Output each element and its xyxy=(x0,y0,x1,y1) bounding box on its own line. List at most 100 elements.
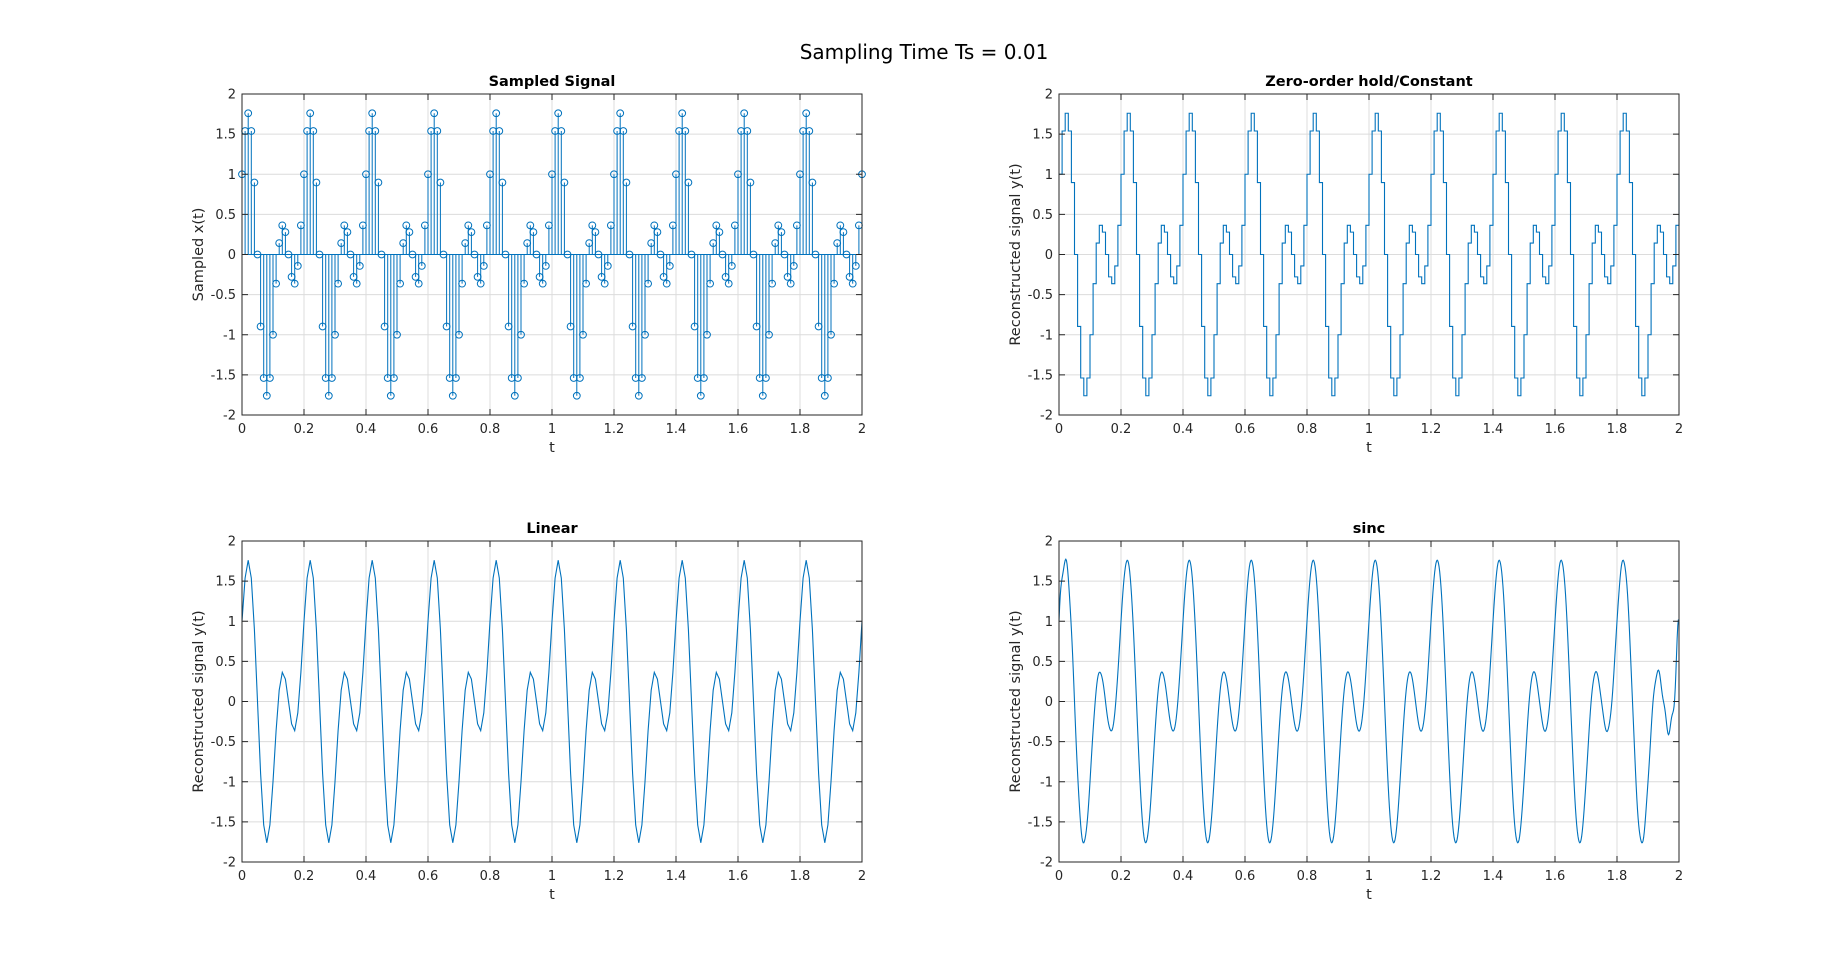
stem-marker xyxy=(687,250,696,259)
y-axis-label-zoh: Reconstructed signal y(t) xyxy=(1008,163,1024,345)
stem-marker xyxy=(411,272,420,281)
y-tick-label: 1.5 xyxy=(215,575,236,590)
x-tick-label: 2 xyxy=(858,422,866,437)
x-tick-label: 2 xyxy=(858,869,866,884)
stem-marker xyxy=(545,221,553,230)
panel-sampled-signal: Sampled Signal 0 0.2 0.4 0.6 0.8 1 1.2 1.4 1.6 1.… xyxy=(191,74,866,456)
stem-marker xyxy=(622,178,631,187)
x-tick-label: 1.8 xyxy=(1607,869,1628,884)
panel-linear: Linear 0 0.2 0.4 0.6 0.8 1 1.2 1.4 1.6 1.8 2 -2 -1.5… xyxy=(191,521,866,903)
x-tick-label: 0.8 xyxy=(1297,422,1318,437)
x-tick-label: 1.4 xyxy=(666,422,687,437)
stem-marker xyxy=(334,279,343,288)
x-tick-label: 1.2 xyxy=(1421,422,1442,437)
stem-marker xyxy=(396,279,405,288)
stem-marker xyxy=(721,272,730,281)
stem-marker xyxy=(507,374,516,382)
stem-marker xyxy=(793,221,801,230)
y-tick-label: 0.5 xyxy=(1032,208,1053,223)
stem-marker xyxy=(417,261,426,270)
stem-marker xyxy=(399,239,408,248)
stem-marker xyxy=(402,221,411,230)
stem-marker xyxy=(616,109,625,118)
x-tick-label: 1 xyxy=(548,422,556,437)
stem-marker xyxy=(814,322,823,331)
stem-marker xyxy=(734,170,742,179)
stem-marker xyxy=(309,127,318,135)
stem-marker xyxy=(328,374,336,382)
panel-sinc: sinc 0 0.2 0.4 0.6 0.8 1 1.2 1.4 1.6 1.8 2 -2 -1.5 -1… xyxy=(1008,521,1683,903)
x-tick-label: 0.6 xyxy=(418,869,439,884)
stem-marker xyxy=(752,322,761,331)
figure-title: Sampling Time Ts = 0.01 xyxy=(800,40,1049,64)
stem-marker xyxy=(448,391,457,400)
stem-marker xyxy=(613,127,621,135)
y-tick-label: 0 xyxy=(1045,695,1053,710)
y-tick-label: 1 xyxy=(228,168,236,183)
stem-marker xyxy=(588,221,597,230)
stem-marker xyxy=(439,250,448,259)
x-tick-label: 0.4 xyxy=(1173,422,1194,437)
panel-title-zoh: Zero-order hold/Constant xyxy=(1265,74,1473,90)
x-tick-label: 0.6 xyxy=(1235,869,1256,884)
stem-marker xyxy=(269,330,277,339)
stem-marker xyxy=(625,250,634,259)
stem-marker xyxy=(718,250,727,259)
x-tick-label: 1.8 xyxy=(790,869,811,884)
stem-marker xyxy=(458,279,467,288)
stem-marker xyxy=(256,322,265,331)
stem-marker xyxy=(473,272,482,281)
x-tick-label: 1 xyxy=(548,869,556,884)
stem-marker xyxy=(352,279,361,288)
stem-marker xyxy=(808,178,817,187)
y-tick-label: 1.5 xyxy=(1032,575,1053,590)
stem-marker xyxy=(755,374,764,382)
x-axis-label-sampled: t xyxy=(549,440,555,456)
stem-marker xyxy=(272,279,281,288)
stem-marker xyxy=(284,250,293,259)
y-tick-label: 1.5 xyxy=(215,128,236,143)
stem-marker xyxy=(765,330,773,339)
stem-marker xyxy=(796,170,804,179)
x-tick-label: 0.6 xyxy=(1235,422,1256,437)
stem-marker xyxy=(532,250,541,259)
x-tick-label: 1.4 xyxy=(1483,869,1504,884)
x-tick-label: 0 xyxy=(238,869,246,884)
x-axis-label-linear: t xyxy=(549,887,555,903)
stem-marker xyxy=(591,228,600,237)
stem-marker xyxy=(836,221,845,230)
panel-title-sampled: Sampled Signal xyxy=(489,74,616,90)
x-tick-label: 0.6 xyxy=(418,422,439,437)
stem-marker xyxy=(541,261,550,270)
stem-marker xyxy=(678,109,687,118)
stem-marker xyxy=(557,127,566,135)
stem-marker xyxy=(743,127,752,135)
stem-marker xyxy=(758,391,767,400)
y-axis-label-sampled: Sampled x(t) xyxy=(191,208,207,302)
stem-marker xyxy=(393,330,401,339)
y-tick-label: 1 xyxy=(228,615,236,630)
stem-marker xyxy=(529,228,538,237)
stem-marker xyxy=(607,221,615,230)
stem-marker xyxy=(445,374,454,382)
stem-marker xyxy=(653,228,662,237)
stem-marker xyxy=(675,127,683,135)
stem-marker xyxy=(768,279,776,288)
stem-marker xyxy=(365,127,374,135)
stem-marker xyxy=(452,374,460,382)
stem-marker xyxy=(526,221,535,230)
y-tick-label: -1 xyxy=(1040,328,1053,343)
y-tick-label: 1.5 xyxy=(1032,128,1053,143)
y-tick-label: -0.5 xyxy=(211,735,236,750)
y-tick-label: -1.5 xyxy=(211,368,236,383)
stem-marker xyxy=(300,170,308,179)
y-axis-label-linear: Reconstructed signal y(t) xyxy=(191,610,207,792)
stem-marker xyxy=(424,170,432,179)
stem-marker xyxy=(461,239,470,248)
stem-marker xyxy=(470,250,479,259)
stem-marker xyxy=(684,178,693,187)
stem-marker xyxy=(554,109,563,118)
x-tick-label: 0 xyxy=(1055,422,1063,437)
stem-marker xyxy=(287,272,296,281)
stem-marker xyxy=(253,250,262,259)
